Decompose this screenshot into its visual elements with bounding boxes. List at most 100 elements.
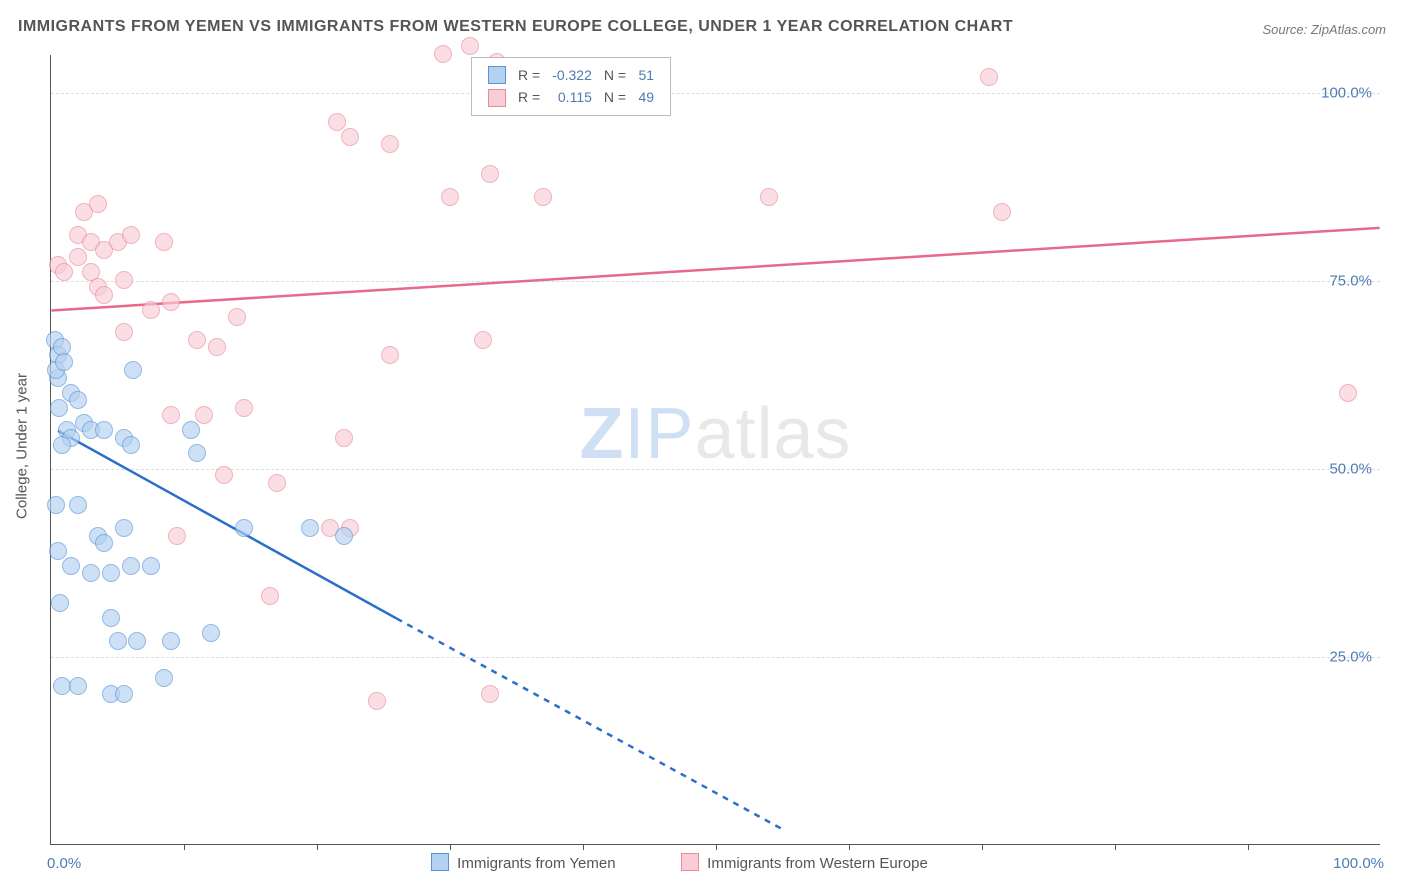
scatter-point bbox=[235, 399, 253, 417]
scatter-point bbox=[381, 346, 399, 364]
scatter-point bbox=[95, 421, 113, 439]
scatter-point bbox=[301, 519, 319, 537]
gridline bbox=[51, 281, 1380, 282]
legend-swatch-icon bbox=[431, 853, 449, 871]
scatter-point bbox=[188, 444, 206, 462]
x-tick-mark bbox=[450, 844, 451, 850]
scatter-point bbox=[162, 406, 180, 424]
y-tick-label: 50.0% bbox=[1329, 460, 1372, 477]
x-tick-mark bbox=[184, 844, 185, 850]
legend-label: Immigrants from Yemen bbox=[457, 855, 615, 872]
scatter-point bbox=[328, 113, 346, 131]
scatter-point bbox=[109, 632, 127, 650]
scatter-point bbox=[155, 233, 173, 251]
r-value: 0.115 bbox=[546, 86, 598, 108]
scatter-point bbox=[115, 323, 133, 341]
scatter-point bbox=[50, 399, 68, 417]
scatter-point bbox=[142, 557, 160, 575]
x-tick-mark bbox=[982, 844, 983, 850]
legend-row: R =0.115N =49 bbox=[482, 86, 660, 108]
scatter-point bbox=[1339, 384, 1357, 402]
scatter-point bbox=[202, 624, 220, 642]
scatter-point bbox=[95, 534, 113, 552]
legend-swatch-icon bbox=[681, 853, 699, 871]
watermark: ZIPatlas bbox=[579, 393, 851, 475]
x-tick-mark bbox=[1248, 844, 1249, 850]
scatter-point bbox=[461, 37, 479, 55]
scatter-point bbox=[89, 195, 107, 213]
scatter-point bbox=[335, 527, 353, 545]
scatter-point bbox=[980, 68, 998, 86]
n-value: 49 bbox=[632, 86, 660, 108]
scatter-point bbox=[208, 338, 226, 356]
scatter-point bbox=[122, 436, 140, 454]
scatter-point bbox=[268, 474, 286, 492]
chart-title: IMMIGRANTS FROM YEMEN VS IMMIGRANTS FROM… bbox=[18, 18, 1013, 36]
scatter-point bbox=[434, 45, 452, 63]
scatter-point bbox=[261, 587, 279, 605]
y-axis-label: College, Under 1 year bbox=[14, 373, 31, 519]
y-tick-label: 75.0% bbox=[1329, 272, 1372, 289]
x-tick-mark bbox=[1115, 844, 1116, 850]
scatter-point bbox=[122, 226, 140, 244]
r-label: R = bbox=[512, 64, 546, 86]
scatter-point bbox=[102, 609, 120, 627]
scatter-point bbox=[102, 564, 120, 582]
scatter-point bbox=[128, 632, 146, 650]
y-tick-label: 100.0% bbox=[1321, 84, 1372, 101]
scatter-point bbox=[69, 248, 87, 266]
scatter-point bbox=[53, 436, 71, 454]
scatter-point bbox=[142, 301, 160, 319]
scatter-point bbox=[188, 331, 206, 349]
scatter-point bbox=[55, 353, 73, 371]
x-tick-mark bbox=[583, 844, 584, 850]
scatter-point bbox=[381, 135, 399, 153]
legend-label: Immigrants from Western Europe bbox=[707, 855, 928, 872]
scatter-point bbox=[47, 496, 65, 514]
scatter-point bbox=[481, 685, 499, 703]
scatter-point bbox=[760, 188, 778, 206]
scatter-point bbox=[195, 406, 213, 424]
r-value: -0.322 bbox=[546, 64, 598, 86]
scatter-point bbox=[993, 203, 1011, 221]
scatter-point bbox=[95, 286, 113, 304]
r-label: R = bbox=[512, 86, 546, 108]
scatter-point bbox=[155, 669, 173, 687]
scatter-point bbox=[474, 331, 492, 349]
n-value: 51 bbox=[632, 64, 660, 86]
scatter-point bbox=[69, 677, 87, 695]
gridline bbox=[51, 469, 1380, 470]
scatter-point bbox=[341, 128, 359, 146]
correlation-legend: R =-0.322N =51R =0.115N =49 bbox=[471, 57, 671, 116]
scatter-point bbox=[82, 564, 100, 582]
scatter-point bbox=[335, 429, 353, 447]
legend-swatch-icon bbox=[488, 89, 506, 107]
scatter-point bbox=[235, 519, 253, 537]
legend-swatch-icon bbox=[488, 66, 506, 84]
x-tick-max: 100.0% bbox=[1333, 855, 1384, 872]
n-label: N = bbox=[598, 86, 632, 108]
scatter-point bbox=[69, 391, 87, 409]
x-tick-mark bbox=[849, 844, 850, 850]
scatter-point bbox=[182, 421, 200, 439]
x-tick-min: 0.0% bbox=[47, 855, 81, 872]
scatter-point bbox=[162, 632, 180, 650]
scatter-point bbox=[115, 271, 133, 289]
y-tick-label: 25.0% bbox=[1329, 648, 1372, 665]
scatter-point bbox=[122, 557, 140, 575]
legend-row: R =-0.322N =51 bbox=[482, 64, 660, 86]
scatter-point bbox=[62, 557, 80, 575]
series-legend-1: Immigrants from Yemen bbox=[431, 853, 616, 872]
series-legend-2: Immigrants from Western Europe bbox=[681, 853, 928, 872]
scatter-point bbox=[55, 263, 73, 281]
trend-lines bbox=[51, 55, 1380, 844]
scatter-point bbox=[168, 527, 186, 545]
scatter-point bbox=[69, 496, 87, 514]
scatter-point bbox=[162, 293, 180, 311]
gridline bbox=[51, 93, 1380, 94]
gridline bbox=[51, 657, 1380, 658]
scatter-point bbox=[115, 685, 133, 703]
x-tick-mark bbox=[716, 844, 717, 850]
scatter-point bbox=[51, 594, 69, 612]
scatter-point bbox=[215, 466, 233, 484]
